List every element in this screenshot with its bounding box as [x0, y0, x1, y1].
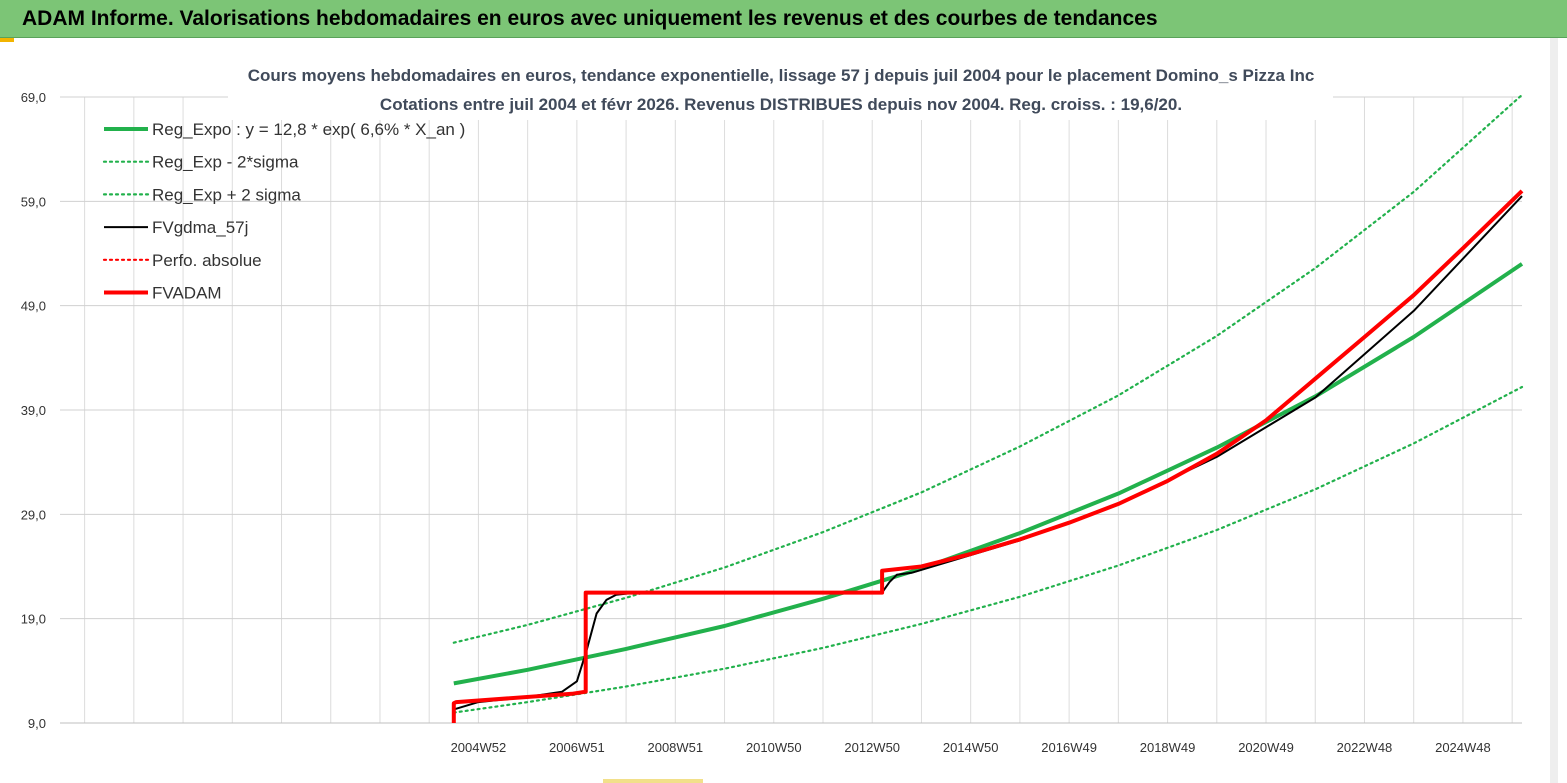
axes: 69,0 59,0 49,0 39,0 29,0 19,0 9,0 2004W52 2006W5… [21, 90, 1522, 755]
x-tick-label: 2004W52 [451, 740, 507, 755]
x-tick-label: 2008W51 [647, 740, 703, 755]
x-tick-label: 2022W48 [1337, 740, 1393, 755]
y-tick-label: 69,0 [21, 90, 46, 105]
legend: Reg_Expo : y = 12,8 * exp( 6,6% * X_an )… [102, 120, 465, 303]
series-group [451, 93, 1524, 723]
series-line-1 [452, 385, 1524, 714]
grid [60, 96, 1522, 724]
x-tick-label: 2016W49 [1041, 740, 1097, 755]
legend-label: FVgdma_57j [152, 218, 248, 237]
series-line-2 [452, 93, 1524, 644]
legend-label: Reg_Exp - 2*sigma [152, 153, 299, 172]
chart-title: Cours moyens hebdomadaires en euros, ten… [228, 58, 1333, 120]
y-tick-label: 29,0 [21, 507, 46, 522]
sheet-tab-marker [603, 779, 703, 783]
series-line-3 [453, 195, 1523, 711]
x-tick-label: 2010W50 [746, 740, 802, 755]
chart: 69,0 59,0 49,0 39,0 29,0 19,0 9,0 2004W52 2006W5… [21, 58, 1524, 755]
series-line-0 [453, 262, 1524, 686]
header-bar: ADAM Informe. Valorisations hebdomadaire… [0, 0, 1567, 38]
x-tick-label: 2024W48 [1435, 740, 1491, 755]
page-title: ADAM Informe. Valorisations hebdomadaire… [22, 7, 1158, 30]
y-tick-label: 19,0 [21, 612, 46, 627]
x-tick-label: 2018W49 [1140, 740, 1196, 755]
corner-marker [0, 38, 14, 42]
scrollbar-track[interactable] [1550, 38, 1558, 783]
y-tick-label: 9,0 [28, 716, 46, 731]
title-background [228, 58, 1333, 120]
x-tick-label: 2020W49 [1238, 740, 1294, 755]
y-tick-label: 39,0 [21, 403, 46, 418]
series-line-5 [451, 189, 1524, 723]
legend-label: FVADAM [152, 284, 222, 303]
legend-label: Reg_Exp + 2 sigma [152, 185, 301, 204]
y-tick-label: 49,0 [21, 299, 46, 314]
x-tick-label: 2014W50 [943, 740, 999, 755]
y-tick-label: 59,0 [21, 194, 46, 209]
legend-label: Perfo. absolue [152, 251, 262, 270]
chart-title-line1: Cours moyens hebdomadaires en euros, ten… [248, 66, 1315, 85]
legend-label: Reg_Expo : y = 12,8 * exp( 6,6% * X_an ) [152, 120, 465, 139]
x-tick-label: 2012W50 [844, 740, 900, 755]
chart-title-line2: Cotations entre juil 2004 et févr 2026. … [380, 95, 1182, 114]
x-tick-label: 2006W51 [549, 740, 605, 755]
